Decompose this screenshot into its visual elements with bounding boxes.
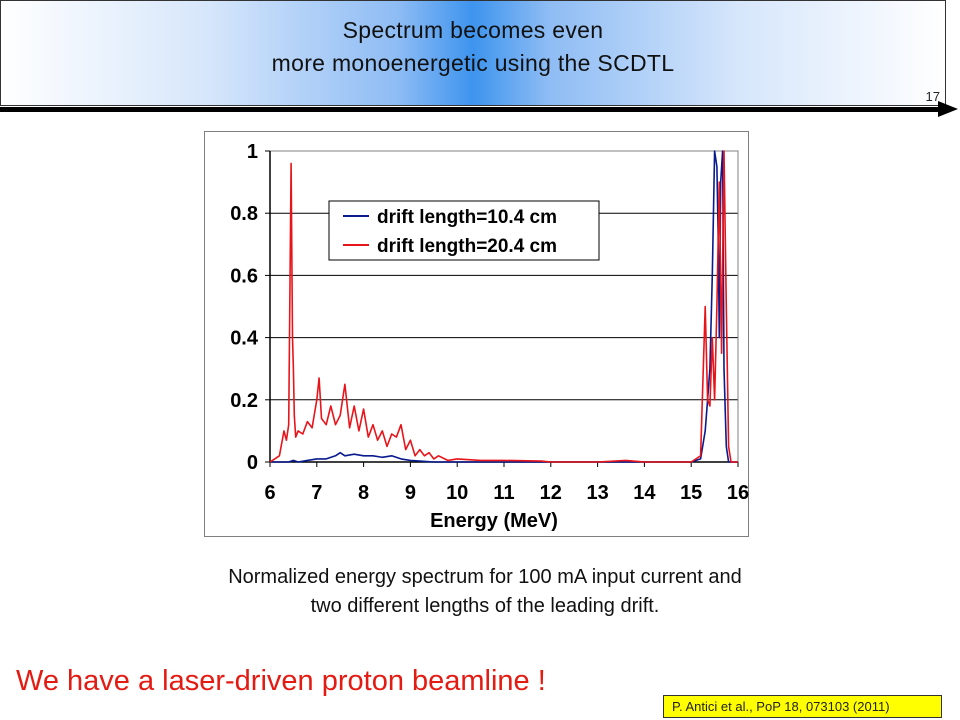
legend-label-2: drift length=20.4 cm <box>377 236 557 257</box>
title-banner <box>0 0 946 106</box>
x-tick-label-10: 16 <box>727 482 749 504</box>
x-tick-label-0: 6 <box>264 482 275 504</box>
series-line-1 <box>270 150 738 463</box>
legend-label-1: drift length=10.4 cm <box>377 207 557 228</box>
y-tick-label-0: 0 <box>247 452 258 474</box>
series-line-2 <box>269 150 738 463</box>
figure-caption: Normalized energy spectrum for 100 mA in… <box>100 563 870 621</box>
caption-line-2: two different lengths of the leading dri… <box>310 595 660 617</box>
legend-box <box>328 200 600 261</box>
x-tick-label-9: 15 <box>680 482 702 504</box>
y-tick-label-3: 0.6 <box>230 265 258 287</box>
x-tick-label-2: 8 <box>358 482 369 504</box>
caption-line-1: Normalized energy spectrum for 100 mA in… <box>228 566 742 588</box>
x-axis-label: Energy (MeV) <box>430 510 558 532</box>
y-tick-label-1: 0.2 <box>230 390 258 412</box>
x-tick-label-7: 13 <box>586 482 608 504</box>
x-tick-label-6: 12 <box>540 482 562 504</box>
slide-number: 17 <box>925 89 940 104</box>
slide-title: Spectrum becomes even more monoenergetic… <box>0 14 946 80</box>
chart-frame: 0 0.2 0.4 0.6 0.8 1 6 7 8 9 10 11 12 13 14 15 16 Energy (… <box>204 131 749 537</box>
x-tick-label-3: 9 <box>405 482 416 504</box>
reference-box: P. Antici et al., PoP 18, 073103 (2011) <box>663 695 942 718</box>
y-tick-label-2: 0.4 <box>230 328 259 350</box>
title-rule-arrow <box>0 107 940 112</box>
y-tick-label-4: 0.8 <box>230 203 258 225</box>
headline: We have a laser-driven proton beamline ! <box>16 665 546 697</box>
title-line-1: Spectrum becomes even <box>342 17 604 43</box>
arrow-head-icon <box>938 101 958 117</box>
x-tick-label-1: 7 <box>311 482 322 504</box>
x-tick-label-8: 14 <box>633 482 656 504</box>
x-tick-label-5: 11 <box>493 482 514 504</box>
x-tick-label-4: 10 <box>446 482 468 504</box>
y-tick-label-5: 1 <box>247 141 258 163</box>
title-line-2: more monoenergetic using the SCDTL <box>271 50 675 76</box>
